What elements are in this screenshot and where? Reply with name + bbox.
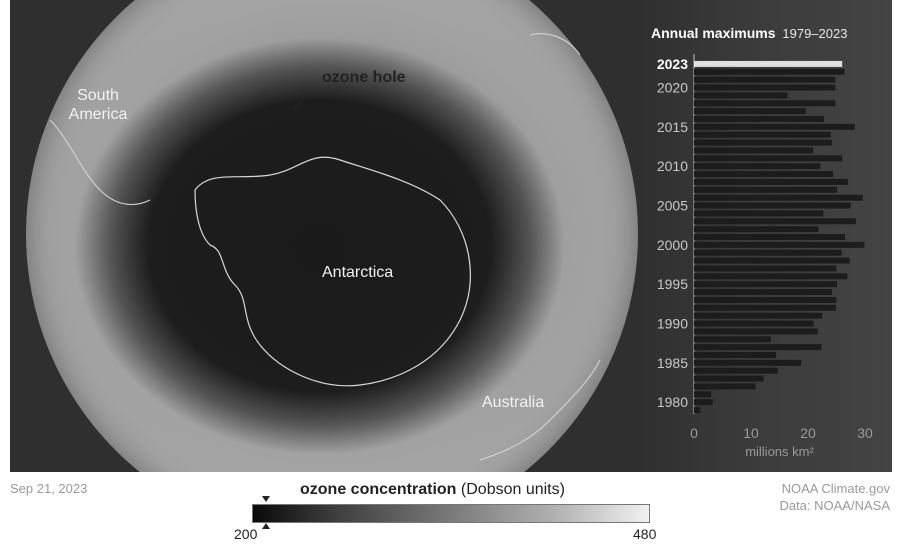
bar-1996 <box>694 273 848 280</box>
x-axis-label: millions km² <box>745 444 814 459</box>
bar-1981 <box>694 391 712 398</box>
y-tick-label-2023: 2023 <box>657 56 688 72</box>
bar-2019 <box>694 92 788 99</box>
bar-2015 <box>694 123 855 130</box>
antarctica-label: Antarctica <box>322 264 394 281</box>
chart-title: Annual maximums 1979–2023 <box>651 25 847 41</box>
y-tick-label-1990: 1990 <box>657 316 688 332</box>
bar-1980 <box>694 399 713 406</box>
antarctic-globe <box>26 0 638 472</box>
bar-2010 <box>694 163 821 170</box>
bar-2007 <box>694 186 838 193</box>
bar-1998 <box>694 257 850 264</box>
x-tick-label-0: 0 <box>690 425 698 441</box>
bar-1982 <box>694 383 756 390</box>
chart-title-years: 1979–2023 <box>782 26 848 41</box>
bar-2000 <box>694 241 865 248</box>
y-tick-label-1995: 1995 <box>657 276 688 292</box>
bar-2009 <box>694 171 834 178</box>
legend-title-bold: ozone concentration <box>300 481 457 498</box>
bar-1983 <box>694 375 764 382</box>
bar-2006 <box>694 194 863 201</box>
australia-label: Australia <box>482 394 545 411</box>
x-tick-label-30: 30 <box>857 425 873 441</box>
bar-1997 <box>694 265 837 272</box>
bar-2002 <box>694 226 819 233</box>
bar-1985 <box>694 359 802 366</box>
legend-title-units: (Dobson units) <box>460 481 565 498</box>
south-america-label: South America <box>68 87 128 123</box>
legend-title: ozone concentration (Dobson units) <box>300 481 565 499</box>
y-tick-label-1985: 1985 <box>657 355 688 371</box>
bar-2021 <box>694 76 836 83</box>
y-tick-label-2005: 2005 <box>657 198 688 214</box>
y-tick-label-2020: 2020 <box>657 80 688 96</box>
bar-2001 <box>694 234 846 240</box>
bar-2018 <box>694 100 836 107</box>
y-tick-label-2000: 2000 <box>657 237 688 253</box>
bar-1987 <box>694 344 822 351</box>
bar-2004 <box>694 210 824 217</box>
x-tick-label-10: 10 <box>743 425 759 441</box>
bar-2011 <box>694 155 843 162</box>
ozone-hole-label: ozone hole <box>322 69 406 86</box>
bar-1990 <box>694 320 814 327</box>
bar-1984 <box>694 367 778 374</box>
legend-min-label: 200 <box>234 526 258 542</box>
y-tick-label-1980: 1980 <box>657 394 688 410</box>
chart-title-main: Annual maximums <box>651 25 776 41</box>
bar-2016 <box>694 116 824 122</box>
bar-1993 <box>694 296 837 303</box>
bar-2003 <box>694 218 856 225</box>
credit-line-2: Data: NOAA/NASA <box>779 498 890 513</box>
bar-2017 <box>694 108 806 115</box>
date-label: Sep 21, 2023 <box>10 481 88 496</box>
annual-maximum-bar-chart: 1980198519901995200020052010201520202023… <box>657 54 873 459</box>
y-tick-label-2010: 2010 <box>657 158 688 174</box>
marker-bottom-triangle <box>262 523 271 529</box>
bar-2022 <box>694 68 845 75</box>
bar-2014 <box>694 131 831 138</box>
bar-1988 <box>694 336 771 343</box>
x-tick-label-20: 20 <box>800 425 816 441</box>
credit-line-1: NOAA Climate.gov <box>781 481 890 496</box>
bar-1986 <box>694 352 777 358</box>
bar-2023 <box>694 60 843 67</box>
ozone-color-scale <box>252 504 650 523</box>
coastline-overlay <box>49 33 601 461</box>
bar-1995 <box>694 281 838 288</box>
bar-1989 <box>694 328 818 335</box>
bar-1979 <box>694 407 701 414</box>
legend-max-label: 480 <box>633 526 657 542</box>
bar-1991 <box>694 312 823 319</box>
bar-2020 <box>694 84 836 91</box>
bar-1992 <box>694 304 836 311</box>
bar-1999 <box>694 249 842 256</box>
bar-1994 <box>694 289 832 296</box>
y-tick-label-2015: 2015 <box>657 119 688 135</box>
bar-2008 <box>694 178 848 185</box>
bar-2005 <box>694 202 851 209</box>
ozone-hole-pointer <box>292 94 309 111</box>
marker-top-triangle <box>262 496 271 502</box>
bar-2012 <box>694 147 814 154</box>
bar-2013 <box>694 139 832 146</box>
